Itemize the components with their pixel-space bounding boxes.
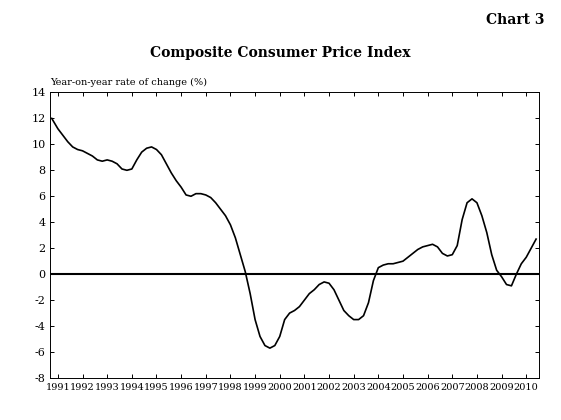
Text: Chart 3: Chart 3 (486, 13, 544, 26)
Text: Year-on-year rate of change (%): Year-on-year rate of change (%) (50, 78, 208, 87)
Text: Composite Consumer Price Index: Composite Consumer Price Index (150, 46, 411, 60)
